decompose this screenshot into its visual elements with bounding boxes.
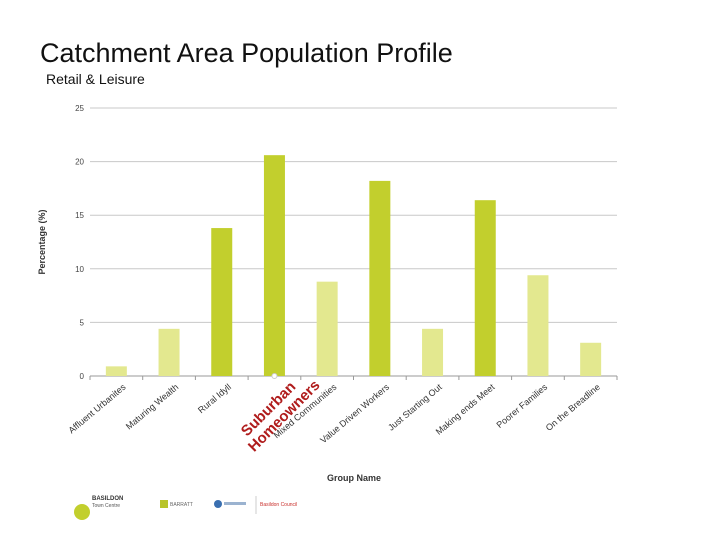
y-tick-label: 20 <box>75 158 84 167</box>
basildon-logo-line-1: BASILDON <box>92 496 123 502</box>
barratt-logo-text: BARRATT <box>170 502 193 508</box>
bar-mixed-communities <box>316 281 338 376</box>
highlight-marker <box>271 373 278 379</box>
x-tick-label: Rural Idyll <box>196 382 233 415</box>
barratt-logo: BARRATT <box>160 500 193 508</box>
y-tick-labels: 0 5 10 15 20 25 <box>75 104 84 381</box>
bar-on-the-breadline <box>580 342 602 376</box>
basildon-logo: BASILDON Town Centre <box>74 496 123 520</box>
bar-affluent-urbanites <box>105 366 127 376</box>
x-tick-label: Maturing Wealth <box>124 382 181 432</box>
basildon-logo-line-2: Town Centre <box>92 503 120 509</box>
bar-maturing-wealth <box>158 328 180 376</box>
page-subtitle: Retail & Leisure <box>46 71 145 87</box>
bar-suburban-homeowners <box>263 155 285 376</box>
page-title: Catchment Area Population Profile <box>40 38 453 68</box>
bar-making-ends-meet <box>474 200 496 376</box>
y-tick-label: 15 <box>75 211 84 220</box>
x-tick-label: Just Starting Out <box>386 382 444 433</box>
x-tick-label: On the Breadline <box>544 382 602 433</box>
bar-poorer-families <box>527 275 549 376</box>
partner-logo <box>214 500 246 508</box>
x-axis-label: Group Name <box>327 473 381 483</box>
basildon-council-logo-text: Basildon Council <box>260 502 297 508</box>
basildon-council-logo: Basildon Council <box>255 496 297 514</box>
bar-just-starting-out <box>422 328 444 376</box>
bar-rural-idyll <box>211 228 233 376</box>
y-tick-label: 5 <box>80 318 85 327</box>
y-tick-label: 0 <box>80 372 85 381</box>
bars <box>105 155 602 376</box>
x-tick-label: Poorer Families <box>495 382 550 430</box>
footer-logos: BASILDON Town Centre BARRATT Basildon Co… <box>60 488 340 528</box>
x-tick-label: Affluent Urbanites <box>67 382 128 436</box>
y-tick-label: 25 <box>75 104 84 113</box>
y-tick-label: 10 <box>75 265 84 274</box>
bar-value-driven-workers <box>369 180 391 376</box>
y-axis-label: Percentage (%) <box>37 209 47 274</box>
